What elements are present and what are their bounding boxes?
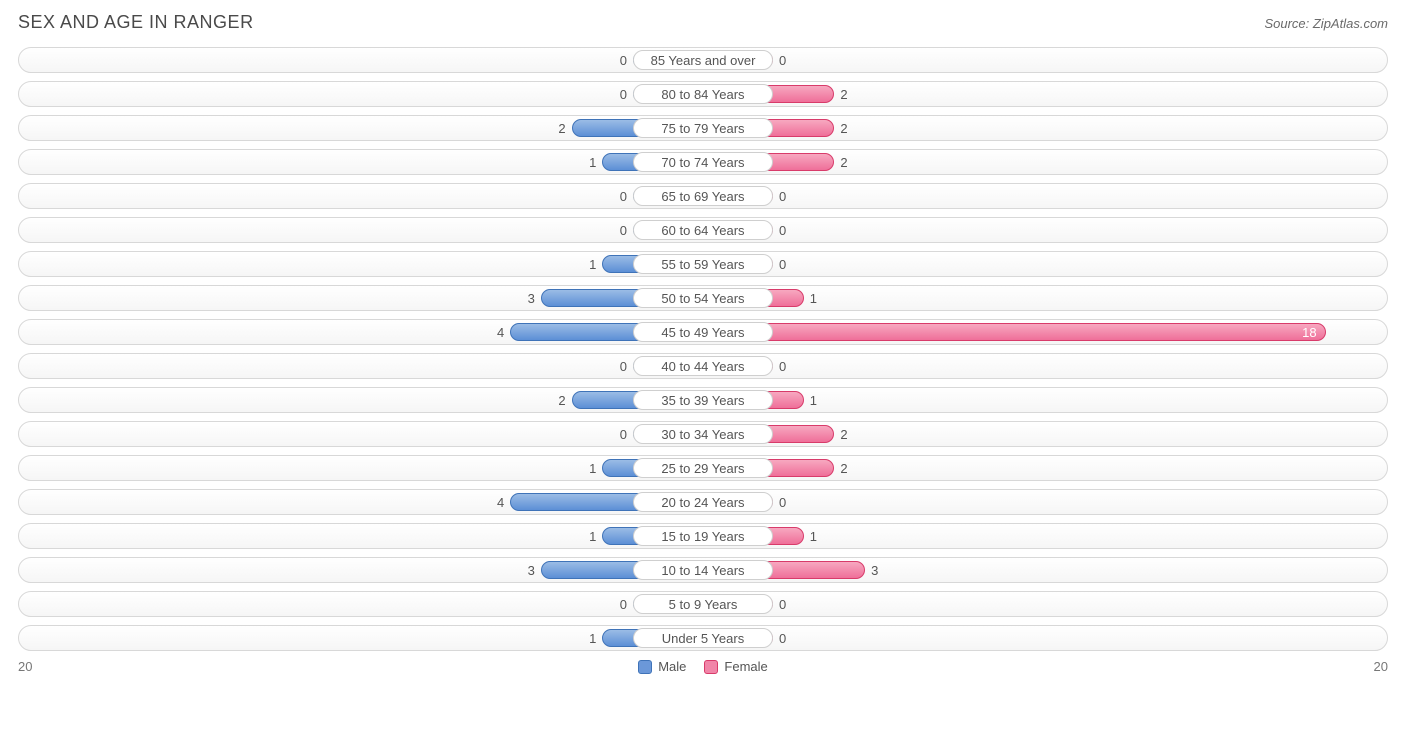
chart-row: 0 085 Years and over xyxy=(18,47,1388,73)
value-female: 2 xyxy=(834,150,853,174)
age-group-label: 20 to 24 Years xyxy=(633,492,773,512)
population-pyramid-chart: 0085 Years and over0280 to 84 Years2275 … xyxy=(18,47,1388,651)
value-male: 0 xyxy=(614,592,633,616)
value-male: 3 xyxy=(522,558,541,582)
age-group-label: 85 Years and over xyxy=(633,50,773,70)
chart-row: 1 0Under 5 Years xyxy=(18,625,1388,651)
age-group-label: 10 to 14 Years xyxy=(633,560,773,580)
chart-row: 1 1 15 to 19 Years xyxy=(18,523,1388,549)
value-female: 18 xyxy=(1294,324,1324,340)
age-group-label: 5 to 9 Years xyxy=(633,594,773,614)
legend-item-male: Male xyxy=(638,659,686,674)
value-female: 1 xyxy=(804,524,823,548)
age-group-label: 60 to 64 Years xyxy=(633,220,773,240)
value-female: 0 xyxy=(773,626,792,650)
value-male: 1 xyxy=(583,524,602,548)
chart-row: 0 05 to 9 Years xyxy=(18,591,1388,617)
axis-max-left: 20 xyxy=(18,659,32,674)
value-female: 0 xyxy=(773,184,792,208)
axis-max-right: 20 xyxy=(1374,659,1388,674)
value-female: 0 xyxy=(773,592,792,616)
value-male: 4 xyxy=(491,490,510,514)
value-female: 0 xyxy=(773,218,792,242)
value-male: 1 xyxy=(583,252,602,276)
chart-footer: 20 Male Female 20 xyxy=(18,659,1388,674)
legend-label-male: Male xyxy=(658,659,686,674)
chart-row: 1 2 25 to 29 Years xyxy=(18,455,1388,481)
value-male: 3 xyxy=(522,286,541,310)
value-female: 2 xyxy=(834,422,853,446)
value-female: 1 xyxy=(804,388,823,412)
value-male: 1 xyxy=(583,626,602,650)
age-group-label: 15 to 19 Years xyxy=(633,526,773,546)
age-group-label: 65 to 69 Years xyxy=(633,186,773,206)
value-male: 2 xyxy=(552,116,571,140)
age-group-label: 25 to 29 Years xyxy=(633,458,773,478)
value-male: 0 xyxy=(614,354,633,378)
age-group-label: 80 to 84 Years xyxy=(633,84,773,104)
age-group-label: 50 to 54 Years xyxy=(633,288,773,308)
value-male: 0 xyxy=(614,218,633,242)
value-male: 1 xyxy=(583,456,602,480)
value-male: 0 xyxy=(614,82,633,106)
chart-row: 2 1 35 to 39 Years xyxy=(18,387,1388,413)
legend-label-female: Female xyxy=(724,659,767,674)
age-group-label: 40 to 44 Years xyxy=(633,356,773,376)
chart-row: 2 2 75 to 79 Years xyxy=(18,115,1388,141)
value-female: 0 xyxy=(773,48,792,72)
chart-row: 0 060 to 64 Years xyxy=(18,217,1388,243)
value-female: 0 xyxy=(773,490,792,514)
chart-row: 0 2 30 to 34 Years xyxy=(18,421,1388,447)
legend: Male Female xyxy=(638,659,768,674)
age-group-label: 35 to 39 Years xyxy=(633,390,773,410)
age-group-label: Under 5 Years xyxy=(633,628,773,648)
value-female: 2 xyxy=(834,116,853,140)
value-male: 4 xyxy=(491,320,510,344)
age-group-label: 30 to 34 Years xyxy=(633,424,773,444)
chart-title: SEX AND AGE IN RANGER xyxy=(18,12,254,33)
chart-row: 4 18 45 to 49 Years xyxy=(18,319,1388,345)
value-female: 3 xyxy=(865,558,884,582)
age-group-label: 55 to 59 Years xyxy=(633,254,773,274)
chart-row: 3 3 10 to 14 Years xyxy=(18,557,1388,583)
value-male: 1 xyxy=(583,150,602,174)
value-male: 2 xyxy=(552,388,571,412)
bar-female: 18 xyxy=(703,323,1326,341)
chart-row: 0 040 to 44 Years xyxy=(18,353,1388,379)
swatch-male xyxy=(638,660,652,674)
chart-row: 1 2 70 to 74 Years xyxy=(18,149,1388,175)
chart-header: SEX AND AGE IN RANGER Source: ZipAtlas.c… xyxy=(18,12,1388,33)
value-female: 1 xyxy=(804,286,823,310)
age-group-label: 70 to 74 Years xyxy=(633,152,773,172)
value-male: 0 xyxy=(614,422,633,446)
age-group-label: 75 to 79 Years xyxy=(633,118,773,138)
chart-row: 1 055 to 59 Years xyxy=(18,251,1388,277)
age-group-label: 45 to 49 Years xyxy=(633,322,773,342)
value-female: 0 xyxy=(773,354,792,378)
chart-row: 0 065 to 69 Years xyxy=(18,183,1388,209)
chart-row: 0 2 80 to 84 Years xyxy=(18,81,1388,107)
swatch-female xyxy=(704,660,718,674)
value-female: 2 xyxy=(834,82,853,106)
value-female: 2 xyxy=(834,456,853,480)
legend-item-female: Female xyxy=(704,659,767,674)
chart-row: 3 1 50 to 54 Years xyxy=(18,285,1388,311)
chart-row: 4 020 to 24 Years xyxy=(18,489,1388,515)
value-male: 0 xyxy=(614,48,633,72)
chart-source: Source: ZipAtlas.com xyxy=(1264,16,1388,31)
value-male: 0 xyxy=(614,184,633,208)
value-female: 0 xyxy=(773,252,792,276)
